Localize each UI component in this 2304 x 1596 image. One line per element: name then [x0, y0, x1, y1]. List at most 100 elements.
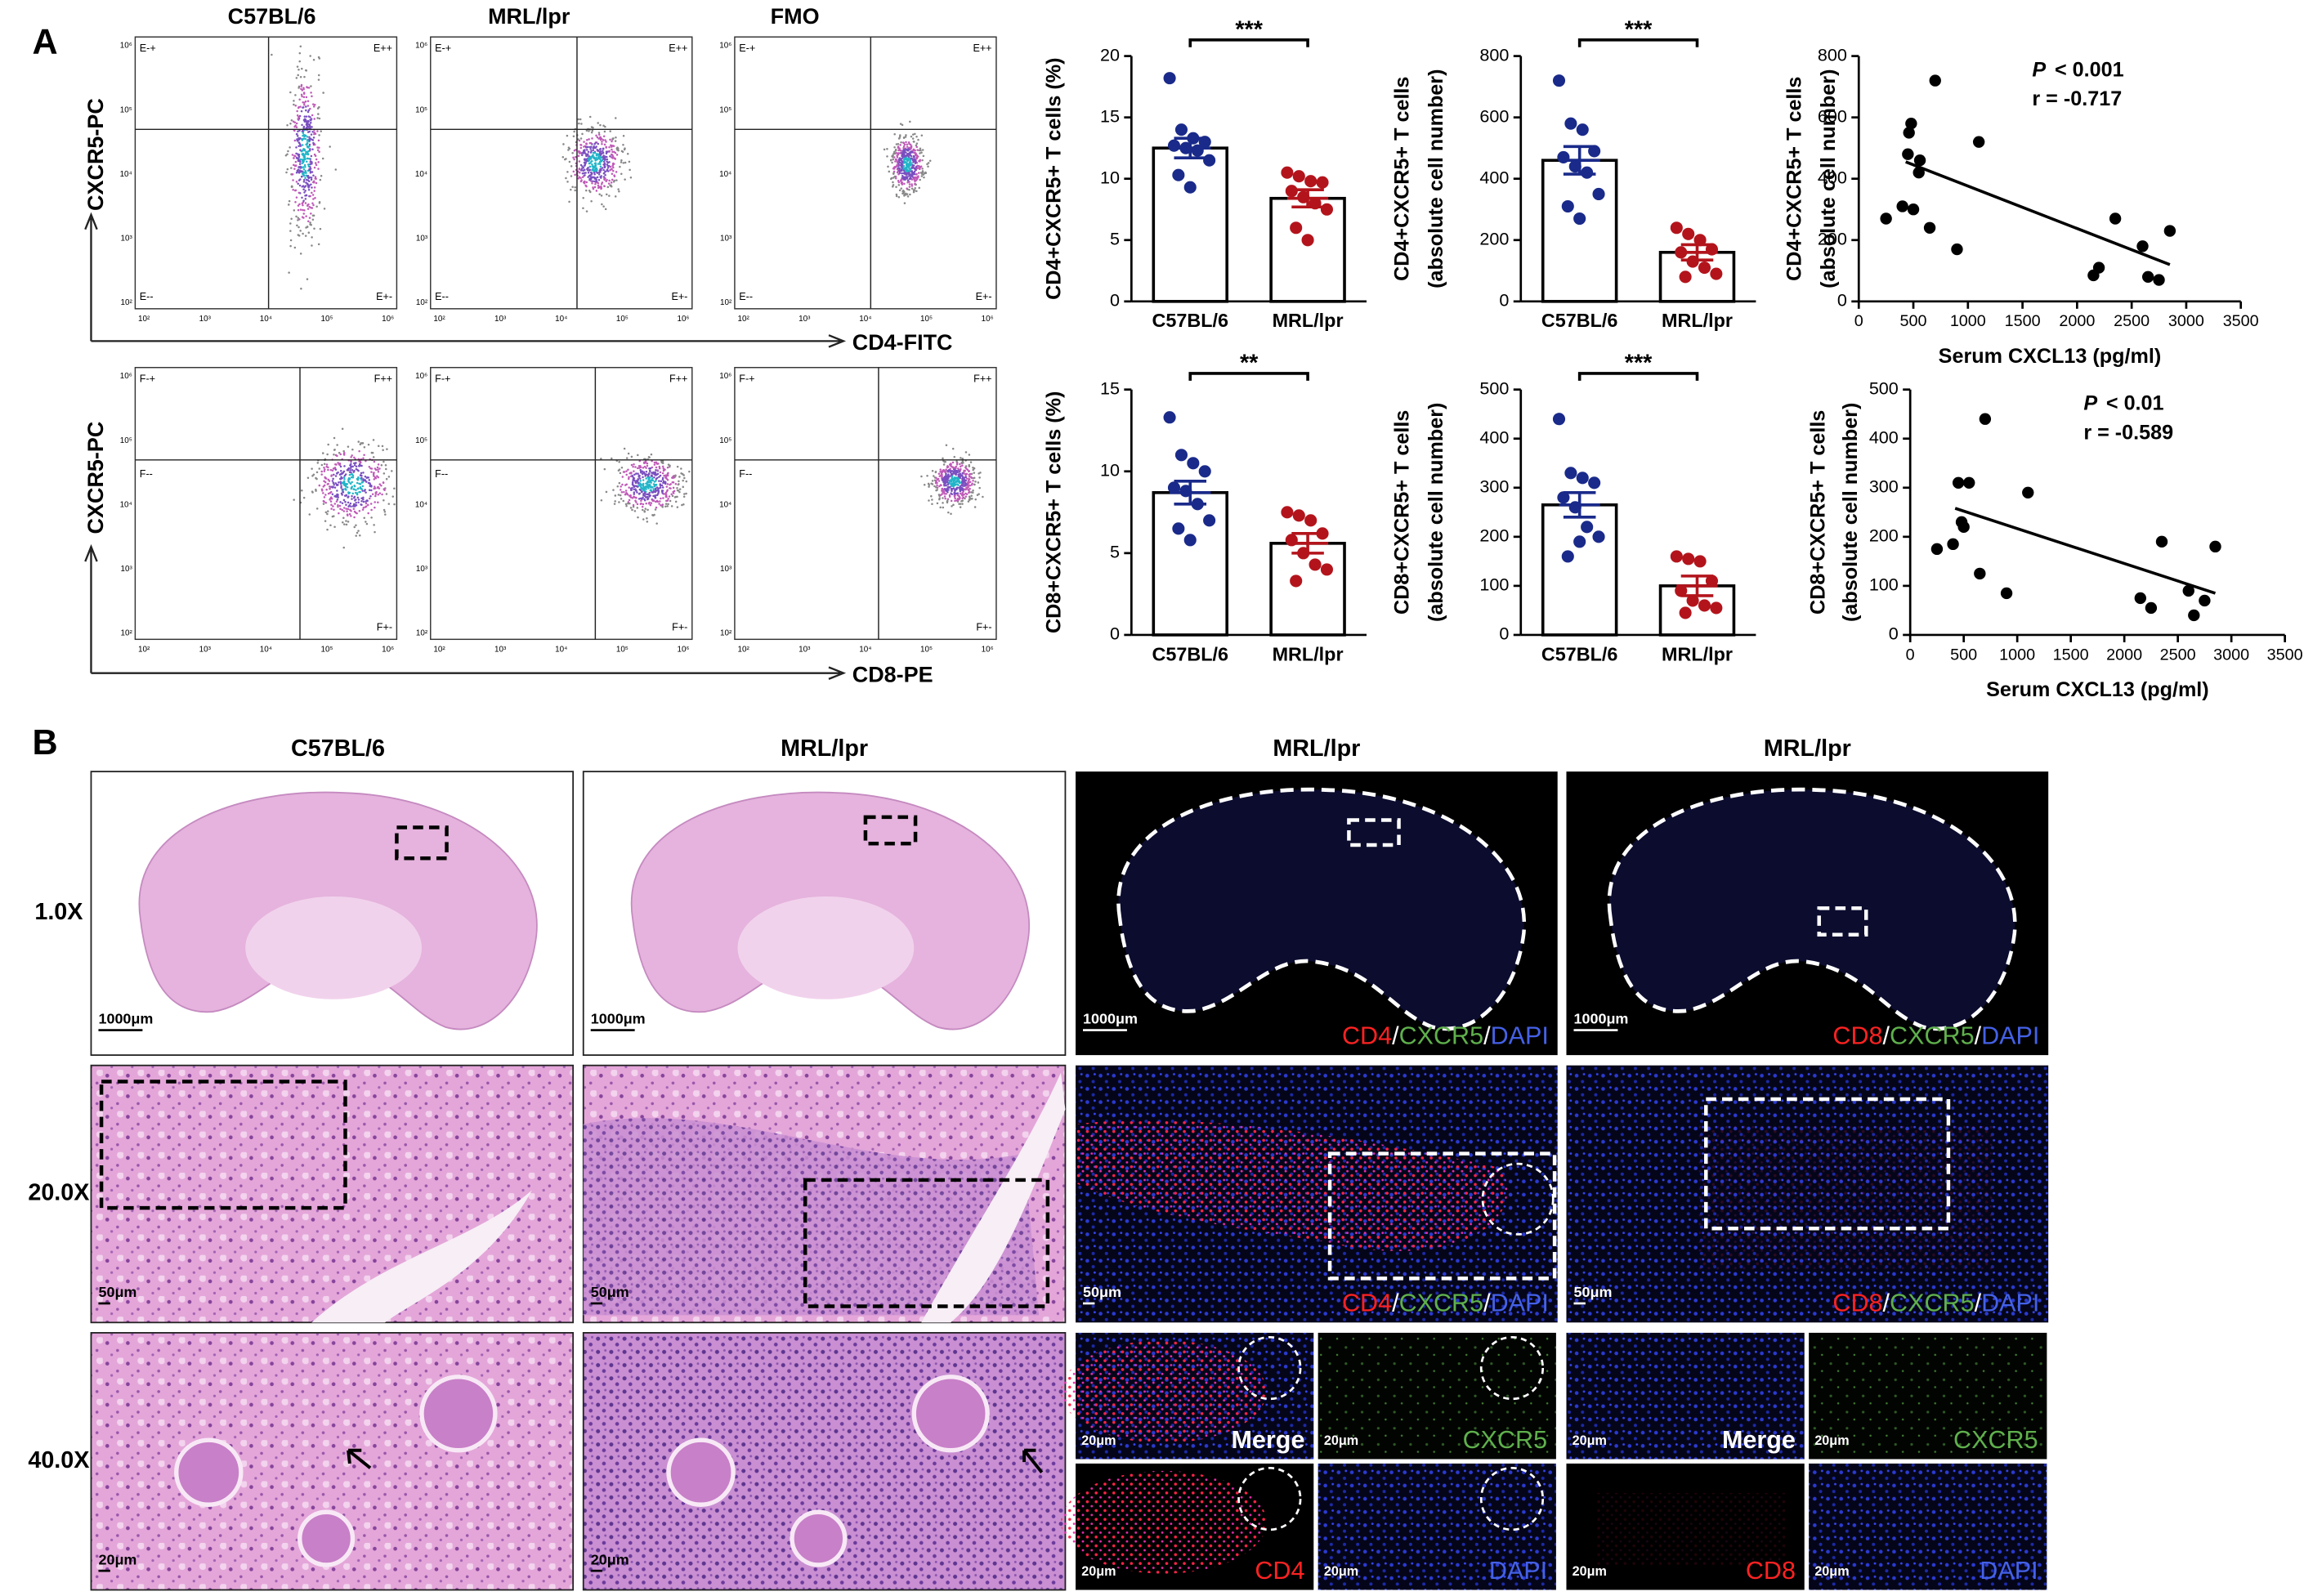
event-dot: [962, 496, 965, 499]
event-dot: [685, 480, 688, 483]
y-tick-label: 300: [1869, 476, 1899, 497]
event-dot: [628, 494, 631, 497]
event-dot: [638, 492, 642, 495]
event-dot: [648, 495, 651, 498]
event-dot: [656, 469, 659, 472]
bar: [1541, 503, 1618, 637]
event-dot: [619, 472, 622, 475]
x-tick-label: 10⁵: [320, 315, 333, 324]
glomerulus: [174, 1437, 244, 1507]
event-dot: [580, 179, 583, 181]
event-dot: [306, 179, 310, 181]
event-dot: [305, 105, 307, 108]
x-tick-label: 10⁶: [677, 646, 689, 655]
event-dot: [585, 181, 588, 184]
event-dot: [595, 134, 597, 137]
event-dot: [643, 510, 646, 512]
event-dot: [591, 137, 593, 140]
event-dot: [597, 122, 599, 124]
event-dot: [355, 502, 357, 504]
event-dot: [309, 107, 311, 110]
event-dot: [613, 503, 616, 505]
y-tick-label: 300: [1479, 476, 1509, 497]
event-dot: [895, 186, 897, 189]
event-dot: [658, 476, 660, 478]
event-dot: [895, 152, 898, 154]
channel-label: CD8: [1746, 1557, 1796, 1585]
event-dot: [376, 466, 379, 469]
event-dot: [931, 480, 934, 482]
event-dot: [589, 141, 593, 145]
data-point: [2209, 540, 2221, 553]
event-dot: [963, 476, 965, 480]
event-dot: [672, 486, 675, 490]
event-dot: [304, 69, 307, 72]
event-dot: [346, 510, 348, 512]
event-dot: [661, 465, 664, 468]
x-axis-label: Serum CXCL13 (pg/ml): [1939, 345, 2162, 368]
column-title: C57BL/6: [291, 735, 385, 762]
x-tick-label: 2000: [2059, 312, 2095, 330]
event-dot: [973, 483, 976, 486]
event-dot: [570, 175, 573, 177]
event-dot: [963, 471, 965, 474]
event-dot: [622, 471, 625, 473]
event-dot: [586, 139, 588, 141]
data-point: [1573, 212, 1586, 226]
event-dot: [591, 168, 594, 172]
event-dot: [678, 490, 681, 494]
event-dot: [303, 120, 306, 123]
event-dot: [894, 177, 897, 180]
event-dot: [364, 479, 367, 482]
event-dot: [897, 142, 900, 145]
event-dot: [303, 163, 306, 167]
data-point: [1913, 154, 1926, 167]
stain-name: CXCR5: [1890, 1290, 1975, 1317]
event-dot: [341, 489, 343, 491]
event-dot: [288, 271, 290, 274]
event-dot: [326, 483, 329, 485]
scale-bar-label: 20μm: [1573, 1433, 1607, 1448]
event-dot: [310, 177, 313, 179]
event-dot: [599, 160, 602, 163]
event-dot: [919, 147, 922, 150]
event-dot: [635, 485, 638, 488]
scale-bar-label: 20μm: [591, 1551, 629, 1567]
y-tick-label: 400: [1479, 167, 1509, 187]
data-point: [2136, 240, 2149, 253]
event-dot: [599, 136, 602, 140]
event-dot: [948, 463, 951, 466]
event-dot: [661, 462, 664, 465]
event-dot: [906, 143, 909, 146]
event-dot: [311, 171, 314, 173]
medulla: [245, 896, 422, 999]
event-dot: [942, 477, 945, 481]
event-dot: [590, 131, 593, 134]
event-dot: [910, 145, 913, 148]
event-dot: [654, 496, 657, 499]
event-dot: [642, 467, 645, 469]
event-dot: [365, 491, 367, 494]
event-dot: [289, 222, 292, 225]
event-dot: [662, 497, 664, 499]
event-dot: [952, 484, 955, 486]
separator: /: [1483, 1290, 1491, 1317]
event-dot: [353, 525, 356, 529]
event-dot: [305, 150, 307, 154]
event-dot: [306, 160, 308, 163]
event-dot: [627, 503, 629, 505]
data-point: [1183, 181, 1197, 194]
data-point: [1174, 449, 1188, 462]
event-dot: [905, 163, 908, 167]
event-dot: [571, 186, 574, 188]
event-dot: [650, 453, 653, 456]
scale-bar-label: 1000μm: [591, 1011, 646, 1027]
panel-label: B: [33, 723, 58, 762]
event-dot: [317, 161, 320, 163]
event-dot: [298, 69, 300, 71]
event-dot: [670, 505, 673, 507]
event-dot: [334, 168, 338, 171]
event-dot: [966, 481, 969, 484]
event-dot: [646, 517, 648, 520]
event-dot: [958, 495, 961, 498]
